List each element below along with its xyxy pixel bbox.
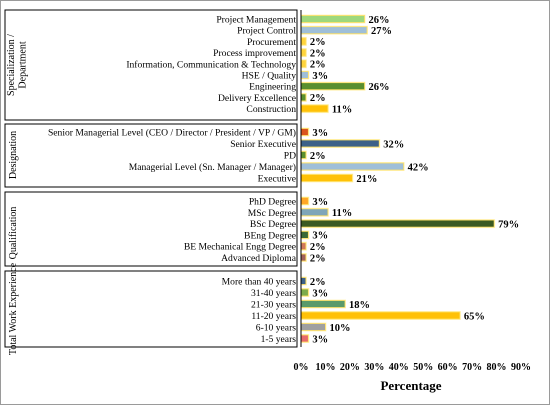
category-label: Executive xyxy=(258,174,296,185)
data-label: 26% xyxy=(369,82,390,93)
category-label: 1-5 years xyxy=(261,334,297,345)
data-label: 2% xyxy=(310,48,326,59)
data-label: 3% xyxy=(312,197,328,208)
bar xyxy=(300,174,353,182)
data-label: 3% xyxy=(312,231,328,242)
bar xyxy=(300,104,329,113)
category-label: MSc Degree xyxy=(248,208,296,219)
bar xyxy=(300,15,365,23)
group-box xyxy=(4,123,298,188)
category-label: HSE / Quality xyxy=(242,71,297,82)
bar xyxy=(300,288,309,297)
bar xyxy=(300,208,329,217)
x-tick-label: 20% xyxy=(340,362,360,373)
bar xyxy=(300,82,365,91)
data-label: 3% xyxy=(312,71,328,82)
x-tick-label: 90% xyxy=(511,362,531,373)
data-label: 26% xyxy=(369,15,390,26)
group-title: Designation xyxy=(8,131,19,179)
group-title: Specialization /Department xyxy=(6,34,29,96)
data-label: 3% xyxy=(312,288,328,299)
category-label: Advanced Diploma xyxy=(221,253,297,264)
bar xyxy=(300,37,307,46)
x-tick-label: 10% xyxy=(315,362,335,373)
data-label: 42% xyxy=(408,162,429,173)
category-label: Information, Communication & Technology xyxy=(126,59,296,70)
data-label: 2% xyxy=(310,277,326,288)
bar xyxy=(300,277,307,285)
category-label: Process improvement xyxy=(213,48,296,59)
data-label: 79% xyxy=(498,219,519,230)
data-label: 2% xyxy=(310,93,326,104)
bar xyxy=(300,242,307,251)
data-label: 11% xyxy=(332,104,352,115)
x-tick-label: 0% xyxy=(294,362,309,373)
bar xyxy=(300,59,307,68)
data-label: 32% xyxy=(383,139,404,150)
category-label: 6-10 years xyxy=(256,323,296,334)
category-label: 11-20 years xyxy=(251,311,296,322)
bar xyxy=(300,334,309,343)
bar xyxy=(300,26,368,35)
data-label: 2% xyxy=(310,60,326,71)
category-label: BEng Degree xyxy=(244,230,296,241)
category-label: 31-40 years xyxy=(251,288,296,299)
x-tick-label: 60% xyxy=(438,362,458,373)
bar xyxy=(300,230,309,239)
category-label: Senior Executive xyxy=(230,139,296,150)
data-label: 2% xyxy=(310,151,326,162)
group-box xyxy=(4,191,298,267)
group-title: Total Work Experience xyxy=(8,262,19,355)
data-label: 65% xyxy=(464,311,485,322)
data-label: 11% xyxy=(332,208,352,219)
bar xyxy=(300,71,309,79)
category-label: Construction xyxy=(246,104,296,115)
category-label: Procurement xyxy=(247,37,296,48)
bar xyxy=(300,219,495,228)
data-label: 2% xyxy=(310,253,326,264)
category-label: Engineering xyxy=(249,82,296,93)
category-label: Senior Managerial Level (CEO / Director … xyxy=(48,128,296,139)
category-label: BSc Degree xyxy=(250,219,296,230)
bar xyxy=(300,48,307,57)
data-label: 2% xyxy=(310,242,326,253)
bar xyxy=(300,197,309,205)
bar xyxy=(300,128,309,136)
bar xyxy=(300,162,405,171)
category-label: Delivery Excellence xyxy=(218,93,296,104)
x-axis-title: Percentage xyxy=(380,378,441,393)
x-tick-label: 50% xyxy=(413,362,433,373)
bar xyxy=(300,151,307,159)
bar xyxy=(300,253,307,262)
category-label: BE Mechanical Engg Degree xyxy=(184,242,296,253)
category-label: PhD Degree xyxy=(249,197,296,208)
data-label: 21% xyxy=(356,174,377,185)
category-label: PD xyxy=(284,151,296,162)
x-tick-label: 40% xyxy=(389,362,409,373)
group-box xyxy=(4,9,298,121)
data-label: 18% xyxy=(349,300,370,311)
category-label: Project Management xyxy=(216,15,296,26)
x-tick-label: 80% xyxy=(487,362,507,373)
bar xyxy=(300,93,307,102)
data-label: 3% xyxy=(312,334,328,345)
data-label: 2% xyxy=(310,37,326,48)
category-label: Managerial Level (Sn. Manager / Manager) xyxy=(129,162,296,173)
x-tick-label: 70% xyxy=(462,362,482,373)
category-label: More than 40 years xyxy=(222,277,297,288)
bar xyxy=(300,323,326,331)
group-title: Qualification xyxy=(8,207,19,260)
data-label: 10% xyxy=(329,323,350,334)
data-label: 3% xyxy=(312,128,328,139)
group-box xyxy=(4,270,298,348)
data-label: 27% xyxy=(371,26,392,37)
x-tick-label: 30% xyxy=(364,362,384,373)
category-label: 21-30 years xyxy=(251,300,296,311)
category-label: Project Control xyxy=(237,26,296,37)
bar xyxy=(300,311,461,320)
bar xyxy=(300,139,380,148)
bar xyxy=(300,300,346,308)
